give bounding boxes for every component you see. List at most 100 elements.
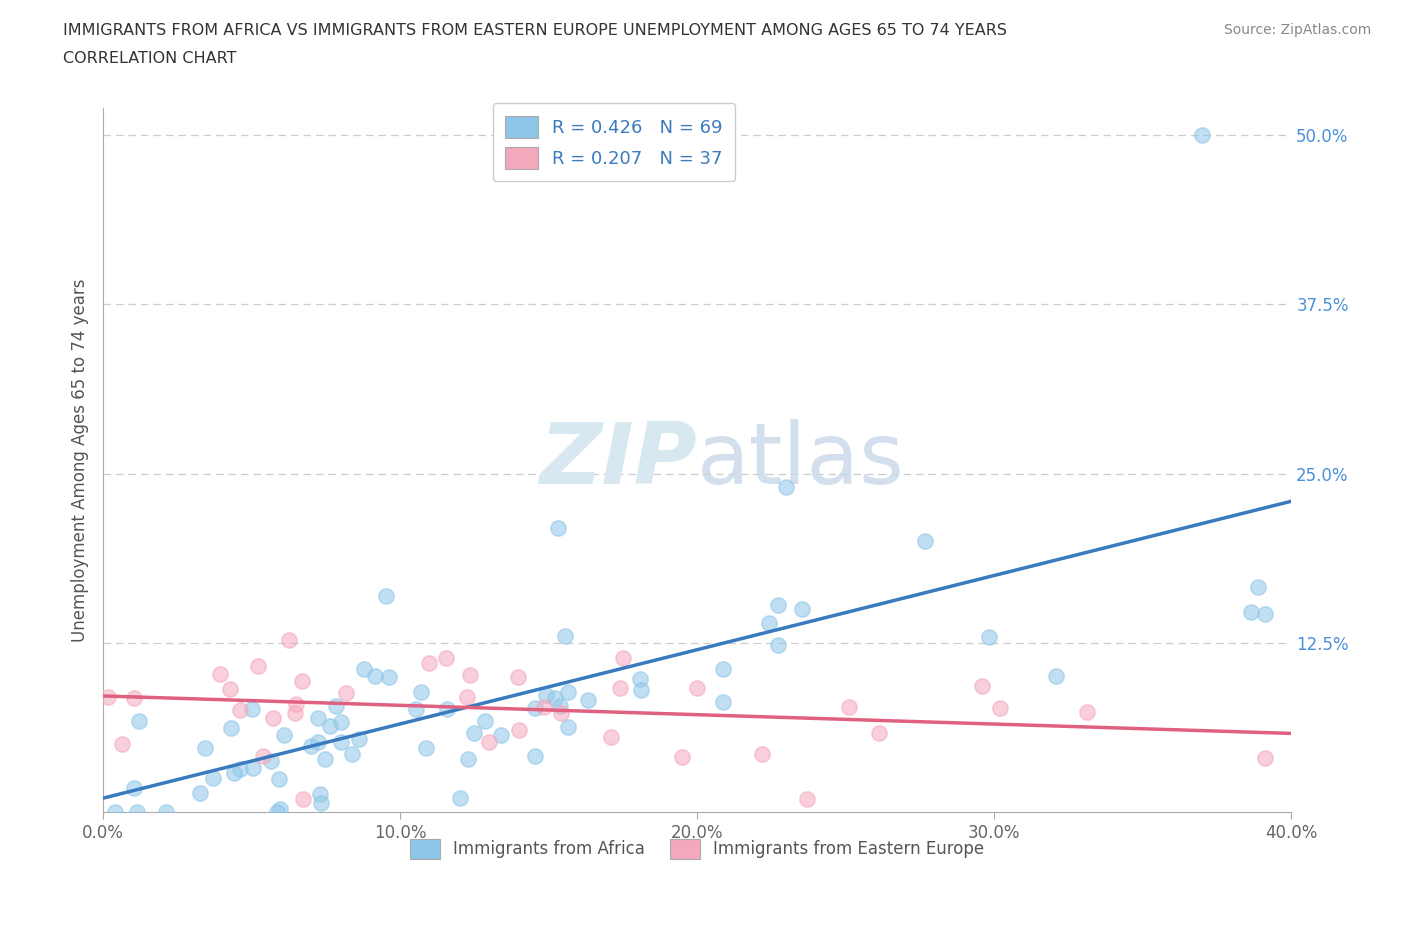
Point	[547, 521, 569, 536]
Point	[269, 802, 291, 817]
Point	[868, 725, 890, 740]
Point	[436, 701, 458, 716]
Point	[599, 729, 621, 744]
Point	[309, 787, 332, 802]
Point	[411, 684, 433, 699]
Point	[1045, 669, 1067, 684]
Point	[711, 695, 734, 710]
Point	[291, 673, 314, 688]
Point	[628, 671, 651, 686]
Point	[751, 747, 773, 762]
Point	[711, 661, 734, 676]
Text: atlas: atlas	[697, 418, 905, 501]
Point	[292, 791, 315, 806]
Point	[311, 796, 333, 811]
Point	[111, 737, 134, 751]
Point	[190, 785, 212, 800]
Point	[449, 790, 471, 805]
Point	[474, 714, 496, 729]
Point	[224, 765, 246, 780]
Point	[325, 699, 347, 714]
Point	[977, 630, 1000, 644]
Point	[457, 752, 479, 767]
Y-axis label: Unemployment Among Ages 65 to 74 years: Unemployment Among Ages 65 to 74 years	[72, 278, 89, 642]
Point	[775, 480, 797, 495]
Point	[340, 746, 363, 761]
Point	[252, 749, 274, 764]
Point	[127, 805, 149, 820]
Point	[285, 697, 308, 711]
Point	[374, 588, 396, 603]
Point	[1076, 704, 1098, 719]
Point	[415, 740, 437, 755]
Text: CORRELATION CHART: CORRELATION CHART	[63, 51, 236, 66]
Point	[796, 791, 818, 806]
Point	[347, 731, 370, 746]
Point	[330, 735, 353, 750]
Point	[377, 670, 399, 684]
Point	[1254, 606, 1277, 621]
Legend: Immigrants from Africa, Immigrants from Eastern Europe: Immigrants from Africa, Immigrants from …	[402, 830, 993, 868]
Point	[314, 751, 336, 766]
Point	[155, 805, 177, 820]
Point	[262, 711, 284, 725]
Point	[557, 685, 579, 700]
Point	[273, 727, 295, 742]
Point	[260, 753, 283, 768]
Point	[434, 651, 457, 666]
Point	[612, 650, 634, 665]
Point	[1239, 604, 1261, 619]
Point	[533, 699, 555, 714]
Point	[266, 805, 288, 820]
Point	[534, 688, 557, 703]
Point	[630, 683, 652, 698]
Point	[790, 602, 813, 617]
Point	[364, 669, 387, 684]
Point	[766, 597, 789, 612]
Point	[104, 805, 127, 820]
Point	[609, 681, 631, 696]
Point	[229, 761, 252, 776]
Point	[671, 750, 693, 764]
Point	[208, 667, 231, 682]
Point	[1254, 751, 1277, 765]
Text: Source: ZipAtlas.com: Source: ZipAtlas.com	[1223, 23, 1371, 37]
Point	[240, 701, 263, 716]
Point	[219, 720, 242, 735]
Point	[242, 761, 264, 776]
Point	[124, 781, 146, 796]
Point	[124, 690, 146, 705]
Point	[508, 723, 530, 737]
Point	[1247, 579, 1270, 594]
Point	[278, 632, 301, 647]
Point	[524, 700, 547, 715]
Point	[524, 749, 547, 764]
Point	[550, 706, 572, 721]
Point	[506, 670, 529, 684]
Point	[557, 720, 579, 735]
Point	[335, 685, 357, 700]
Point	[491, 727, 513, 742]
Point	[128, 714, 150, 729]
Point	[576, 693, 599, 708]
Point	[418, 656, 440, 671]
Text: IMMIGRANTS FROM AFRICA VS IMMIGRANTS FROM EASTERN EUROPE UNEMPLOYMENT AMONG AGES: IMMIGRANTS FROM AFRICA VS IMMIGRANTS FRO…	[63, 23, 1007, 38]
Point	[301, 738, 323, 753]
Point	[319, 718, 342, 733]
Point	[307, 735, 329, 750]
Point	[758, 616, 780, 631]
Point	[353, 661, 375, 676]
Point	[914, 534, 936, 549]
Point	[972, 679, 994, 694]
Point	[456, 689, 478, 704]
Point	[1191, 127, 1213, 142]
Point	[988, 701, 1011, 716]
Point	[246, 658, 269, 673]
Point	[269, 771, 291, 786]
Point	[201, 771, 224, 786]
Point	[219, 681, 242, 696]
Point	[838, 699, 860, 714]
Point	[284, 706, 307, 721]
Point	[405, 701, 427, 716]
Point	[478, 735, 501, 750]
